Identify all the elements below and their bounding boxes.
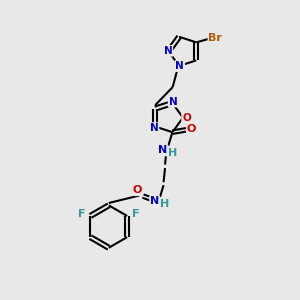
Text: H: H	[160, 199, 169, 209]
Text: N: N	[169, 97, 177, 106]
Text: Br: Br	[208, 33, 222, 43]
Text: F: F	[132, 208, 139, 219]
Text: F: F	[78, 208, 86, 219]
Text: N: N	[175, 61, 184, 71]
Text: N: N	[150, 196, 159, 206]
Text: N: N	[150, 123, 158, 133]
Text: O: O	[182, 112, 191, 123]
Text: H: H	[168, 148, 177, 158]
Text: O: O	[132, 185, 142, 195]
Text: O: O	[187, 124, 196, 134]
Text: N: N	[158, 146, 168, 155]
Text: N: N	[164, 46, 172, 56]
